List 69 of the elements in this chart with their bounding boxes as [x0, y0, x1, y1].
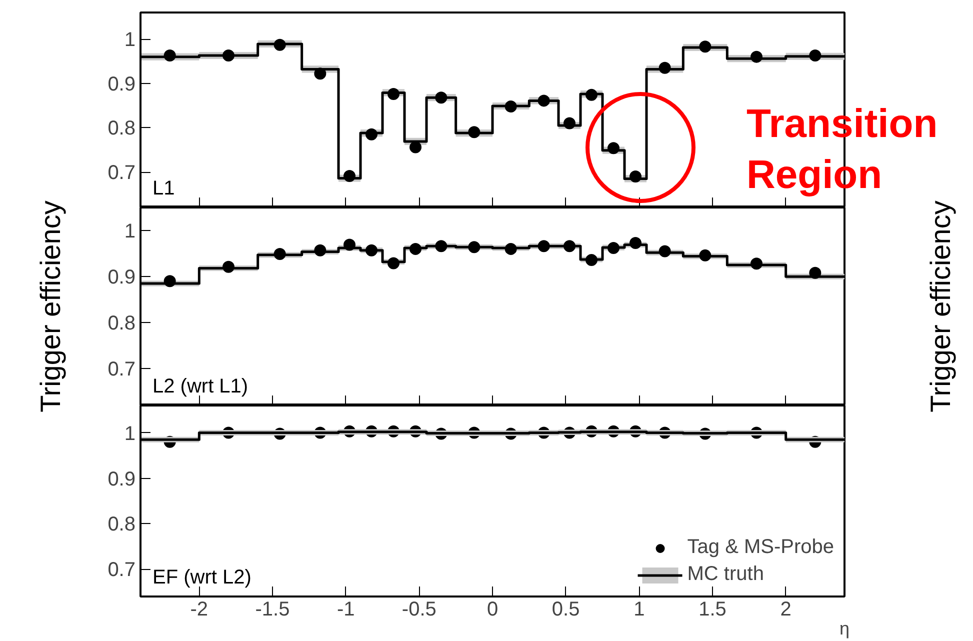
y-tick-label: 0.7	[108, 358, 136, 381]
point	[809, 266, 822, 279]
point	[586, 88, 598, 101]
point	[410, 141, 422, 154]
x-axis-title: η	[839, 618, 850, 638]
point	[164, 275, 176, 288]
point	[468, 241, 480, 254]
point	[388, 257, 400, 270]
point	[608, 142, 620, 154]
y-tick-label: 0.9	[108, 266, 136, 289]
annotation: L1	[152, 178, 175, 200]
point	[538, 240, 550, 252]
point	[222, 260, 234, 273]
point	[630, 236, 642, 249]
point	[366, 128, 378, 140]
point	[164, 50, 176, 62]
point	[586, 254, 598, 266]
point	[538, 94, 550, 107]
point	[388, 88, 400, 100]
legend-label: Tag & MS-Probe	[687, 536, 834, 559]
y-tick-label: 0.8	[108, 118, 136, 140]
legend-label: MC truth	[687, 563, 764, 586]
x-tick-label: -1.5	[255, 598, 290, 620]
y-tick-label: 1	[124, 29, 136, 52]
point	[564, 117, 576, 130]
x-tick-label: 1	[634, 598, 645, 620]
point	[222, 50, 234, 62]
point	[750, 258, 762, 270]
y-tick-label: 1	[124, 422, 136, 445]
point	[630, 170, 642, 182]
point	[658, 62, 671, 74]
point	[504, 100, 517, 112]
point	[314, 244, 326, 256]
x-tick-label: -0.5	[402, 598, 436, 620]
point	[504, 242, 517, 255]
point	[468, 126, 480, 138]
point	[435, 240, 448, 252]
point	[809, 50, 822, 62]
x-tick-label: 2	[780, 598, 792, 620]
point	[366, 244, 378, 256]
point	[699, 249, 712, 262]
x-tick-label: -1	[336, 598, 355, 620]
point	[314, 68, 326, 80]
point	[564, 240, 576, 252]
y-tick-label: 0.9	[108, 468, 136, 490]
point	[410, 242, 422, 255]
y-axis-title: Trigger efficiency	[35, 200, 66, 412]
point	[608, 242, 620, 254]
point	[699, 40, 712, 53]
point	[274, 38, 286, 51]
point	[274, 248, 286, 260]
y2-axis-title: Trigger efficiency	[925, 200, 956, 412]
annotation: L2 (wrt L1)	[152, 376, 248, 398]
point	[435, 92, 448, 104]
x-tick-label: 0.5	[552, 598, 580, 620]
point	[750, 50, 762, 63]
y-tick-label: 0.9	[108, 73, 136, 96]
x-tick-label: 1.5	[698, 598, 726, 620]
y-tick-label: 0.7	[108, 162, 136, 184]
point	[344, 170, 356, 182]
y-tick-label: 0.8	[108, 312, 136, 335]
annotation: EF (wrt L2)	[152, 566, 252, 588]
y-tick-label: 0.8	[108, 514, 136, 536]
x-tick-label: 0	[486, 598, 498, 620]
point	[658, 245, 671, 258]
y-tick-label: 0.7	[108, 559, 136, 582]
y-tick-label: 1	[124, 220, 136, 243]
point	[344, 238, 356, 251]
x-tick-label: -2	[190, 598, 208, 620]
